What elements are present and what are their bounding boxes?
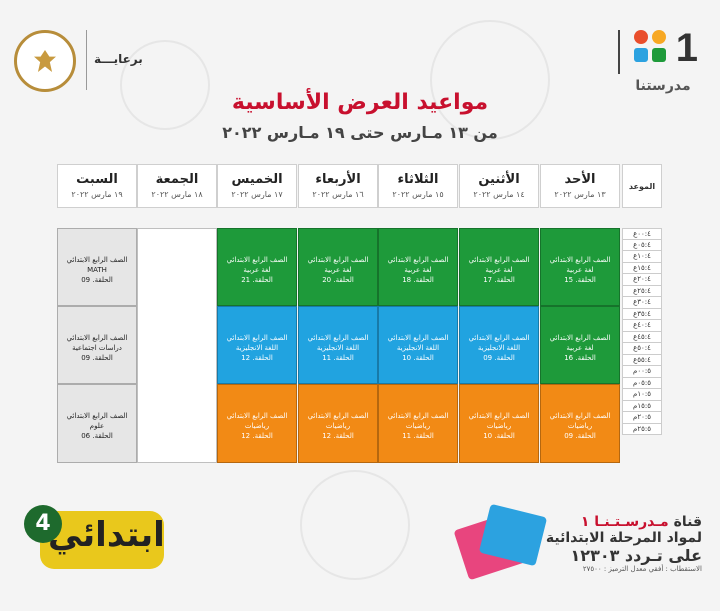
primary-4-badge: ابتدائي 4 [18,505,165,577]
time-slot: ٤٥:٤ع [622,331,662,343]
ministry-seal-icon [14,30,76,92]
day-header-friday: الجمعة ١٨ مارس ٢٠٢٢ [137,164,217,208]
day-header-thursday: الخميس ١٧ مارس ٢٠٢٢ [217,164,297,208]
time-slot: ٠٥:٥م [622,377,662,389]
time-slot: ٠٠:٥م [622,366,662,378]
time-slot: ١٥:٥م [622,400,662,412]
time-slot: ١٠:٤ع [622,251,662,263]
background-doodle [300,470,410,580]
time-column: ٠٠:٤ع ٠٥:٤ع ١٠:٤ع ١٥:٤ع ٢٠:٤ع ٢٥:٤ع ٣٠:٤… [622,228,662,435]
brand-number: 1 [675,26,698,70]
brand-grid-icon [634,30,674,72]
time-slot: ٠٥:٤ع [622,239,662,251]
time-slot: ٢٥:٤ع [622,285,662,297]
egypt-eagle-icon [34,50,56,72]
schedule-block: الصف الرابع الابتدائي لغة عربية الحلقة. 20 [298,228,378,306]
friday-empty [137,228,217,463]
day-header-tuesday: الثلاثاء ١٥ مارس ٢٠٢٢ [378,164,458,208]
schedule-block: الصف الرابع الابتدائي اللغة الانجليزية الح… [217,306,297,384]
day-header-saturday: السبت ١٩ مارس ٢٠٢٢ [57,164,137,208]
schedule-block: الصف الرابع الابتدائي اللغة الانجليزية الح… [459,306,539,384]
schedule-block: الصف الرابع الابتدائي دراسات اجتماعية الحل… [57,306,137,384]
schedule-block: الصف الرابع الابتدائي رياضيات الحلقة. 10 [459,384,539,463]
time-slot: ٠٠:٤ع [622,228,662,240]
badge-text: ابتدائي [48,515,165,555]
page-subtitle: من ١٣ مـارس حتى ١٩ مـارس ٢٠٢٢ [222,123,498,142]
page-title: مواعيد العرض الأساسية [231,90,489,115]
sponsor-divider [86,30,87,90]
schedule-block: الصف الرابع الابتدائي رياضيات الحلقة. 09 [540,384,620,463]
time-slot: ٤٠:٤ع [622,320,662,332]
time-slot: ٢٥:٥م [622,423,662,435]
channel-name-line: قناة مـدرسـتـنـا ١ [580,514,702,530]
schedule-block: الصف الرابع الابتدائي رياضيات الحلقة. 12 [298,384,378,463]
schedule-block: الصف الرابع الابتدائي MATH الحلقة. 09 [57,228,137,306]
schedule-block: الصف الرابع الابتدائي لغة عربية الحلقة. 18 [378,228,458,306]
time-slot: ٢٠:٤ع [622,274,662,286]
schedule-block: الصف الرابع الابتدائي رياضيات الحلقة. 11 [378,384,458,463]
time-slot: ٣٥:٤ع [622,308,662,320]
schedule-block: الصف الرابع الابتدائي اللغة الانجليزية الح… [298,306,378,384]
channel-subject: لمواد المرحلة الابتدائية [545,530,702,546]
time-slot: ٥٥:٤ع [622,354,662,366]
sponsor-label: برعايـــة [94,52,143,66]
badge-number: 4 [24,505,62,543]
time-slot: ٣٠:٤ع [622,297,662,309]
brand-logo: 1 مدرستنا [628,26,698,96]
time-column-header: الموعد [622,164,662,208]
background-doodle [120,40,210,130]
brand-name: مدرستنا [635,78,691,94]
day-header-sunday: الأحد ١٣ مارس ٢٠٢٢ [540,164,620,208]
background-doodle [430,20,550,140]
schedule-block: الصف الرابع الابتدائي لغة عربية الحلقة. 15 [540,228,620,306]
time-slot: ١٥:٤ع [622,262,662,274]
schedule-block: الصف الرابع الابتدائي لغة عربية الحلقة. 16 [540,306,620,384]
schedule-block: الصف الرابع الابتدائي علوم الحلقة. 06 [57,384,137,463]
schedule-block: الصف الرابع الابتدائي رياضيات الحلقة. 12 [217,384,297,463]
channel-info: قناة مـدرسـتـنـا ١ لمواد المرحلة الابتدا… [546,514,702,573]
time-slot: ٥٠:٤ع [622,343,662,355]
schedule-block: الصف الرابع الابتدائي لغة عربية الحلقة. 21 [217,228,297,306]
schedule-block: الصف الرابع الابتدائي لغة عربية الحلقة. 17 [459,228,539,306]
channel-technical: الاستقطاب : أفقي معدل الترميز : ٢٧٥٠٠ [582,565,702,573]
channel-frequency: على تـردد ١٢٣٠٣ [570,546,702,565]
day-header-wednesday: الأربعاء ١٦ مارس ٢٠٢٢ [298,164,378,208]
brand-divider [618,30,620,74]
time-slot: ٢٠:٥م [622,412,662,424]
time-slot: ١٠:٥م [622,389,662,401]
day-header-monday: الأثنين ١٤ مارس ٢٠٢٢ [459,164,539,208]
schedule-block: الصف الرابع الابتدائي اللغة الانجليزية الح… [378,306,458,384]
